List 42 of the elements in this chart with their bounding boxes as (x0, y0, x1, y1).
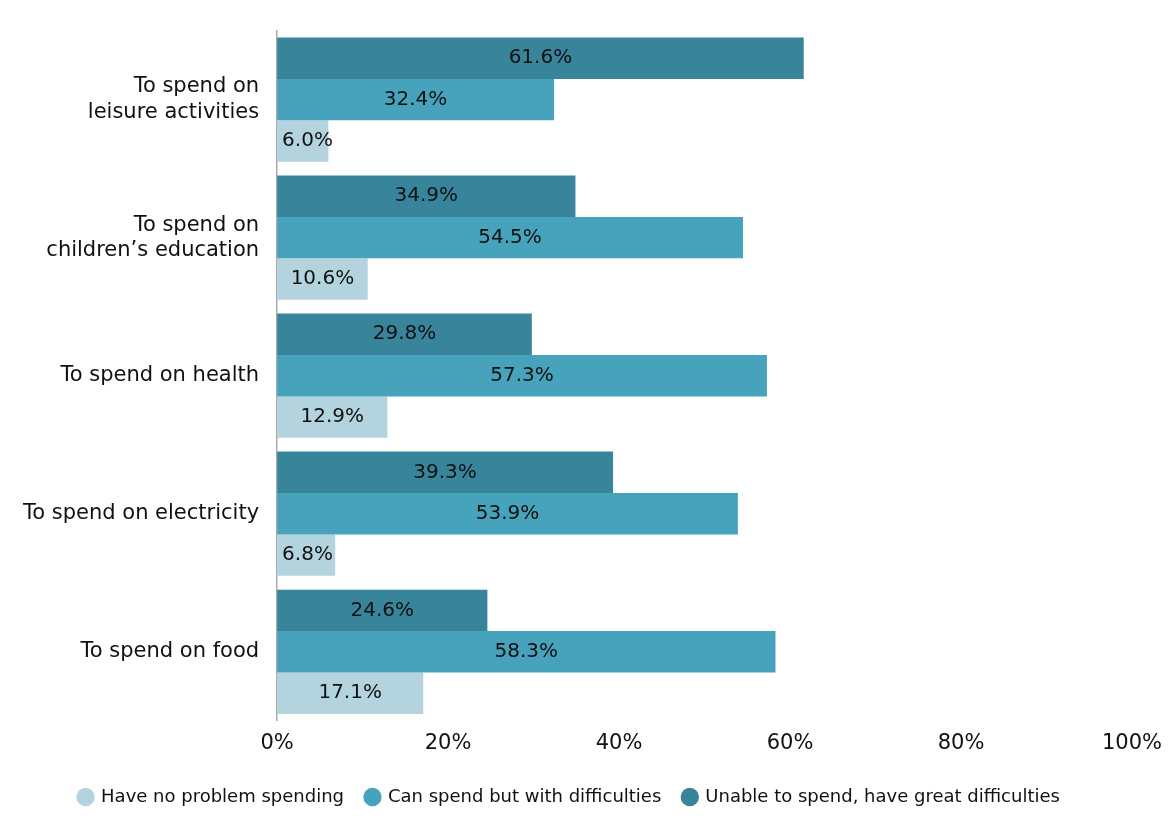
data-label: 10.6% (290, 265, 355, 290)
bar (277, 396, 388, 438)
data-label: 53.9% (475, 499, 540, 524)
legend-label: Unable to spend, have great difficulties (705, 784, 1060, 806)
bar (277, 354, 767, 397)
data-label: 54.5% (478, 223, 542, 248)
data-label: 32.4% (383, 85, 448, 110)
data-label: 34.9% (394, 182, 459, 207)
x-tick-label: 0% (260, 729, 294, 754)
legend-label: Have no problem spending (101, 784, 344, 806)
y-tick-label: To spend on health (59, 362, 260, 387)
x-tick-label: 100% (1101, 729, 1163, 754)
y-tick-label: To spend on electricity (21, 500, 260, 525)
data-label: 6.0% (282, 127, 333, 152)
bar (277, 672, 424, 714)
data-label: 12.9% (300, 403, 364, 428)
bar (277, 631, 776, 673)
bar (277, 258, 368, 300)
bar (277, 175, 576, 217)
bar (277, 78, 555, 121)
data-label: 17.1% (318, 679, 382, 704)
legend-label: Can spend but with difficulties (387, 784, 662, 806)
bar (277, 589, 488, 632)
data-label: 57.3% (490, 361, 554, 386)
data-label: 39.3% (413, 458, 477, 483)
x-tick-label: 20% (424, 729, 472, 754)
bar (277, 37, 804, 79)
y-tick-label: To spend on leisure activities (87, 73, 260, 123)
data-label: 58.3% (494, 637, 559, 662)
x-tick-label: 80% (937, 729, 985, 754)
y-tick-label: To spend on food (79, 638, 260, 663)
y-tick-label: To spend on children’s education (46, 211, 260, 261)
data-label: 61.6% (508, 44, 573, 69)
data-label: 24.6% (350, 596, 415, 621)
data-label: 29.8% (372, 320, 437, 345)
bar (277, 493, 738, 535)
x-tick-label: 40% (595, 729, 643, 754)
bar (277, 313, 532, 355)
bar (277, 451, 614, 494)
x-tick-label: 60% (766, 729, 814, 754)
data-label: 6.8% (282, 541, 333, 566)
bar (277, 216, 743, 259)
